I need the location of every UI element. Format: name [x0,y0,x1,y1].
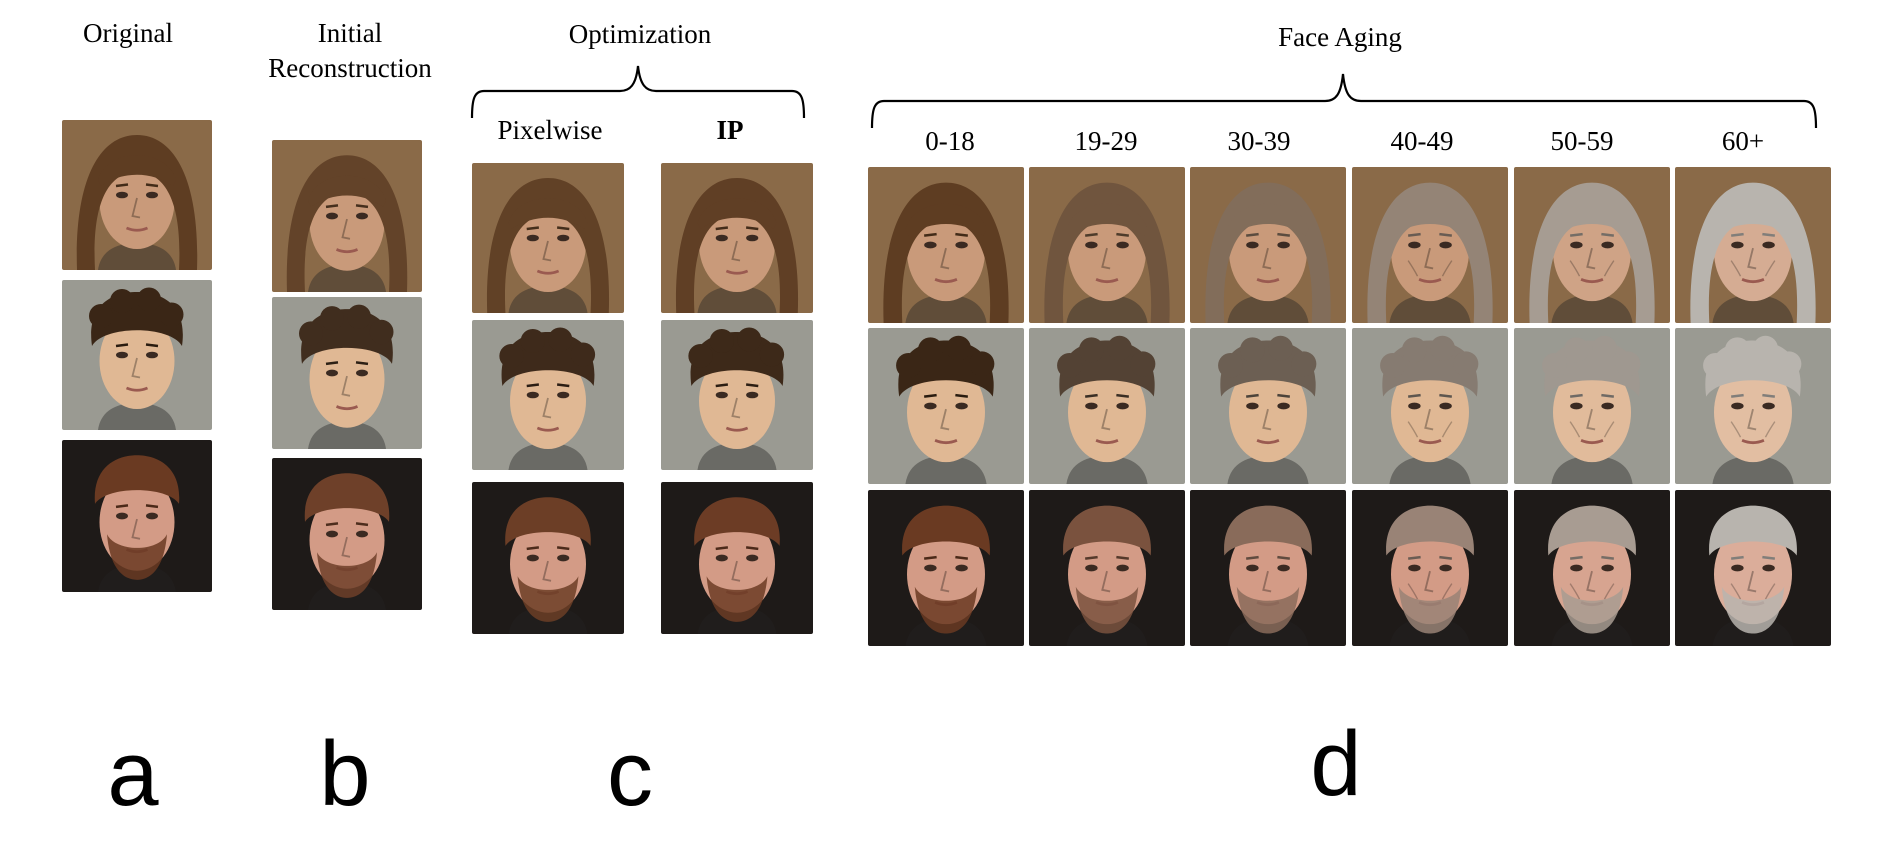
header-initial-line1: Initial [270,16,430,50]
pixelwise-face-2 [472,320,624,470]
face-aging-bracket [870,66,1820,130]
panel-letter-a: a [73,728,193,820]
header-pixelwise: Pixelwise [480,113,620,147]
initial-reconstruction-face-3 [272,458,422,610]
age-label-1: 19-29 [1046,124,1166,158]
initial-reconstruction-face-2 [272,297,422,449]
aged-face-r1-c5 [1514,167,1670,323]
header-ip: IP [695,113,765,147]
aged-face-r3-c5 [1514,490,1670,646]
aged-face-r1-c3 [1190,167,1346,323]
header-face-aging: Face Aging [1240,20,1440,54]
aged-face-r1-c2 [1029,167,1185,323]
header-optimization: Optimization [540,17,740,51]
aged-face-r3-c1 [868,490,1024,646]
age-label-0: 0-18 [890,124,1010,158]
original-face-2 [62,280,212,430]
age-label-4: 50-59 [1522,124,1642,158]
panel-letter-b: b [285,728,405,820]
header-original: Original [68,16,188,50]
panel-letter-c: c [570,728,690,820]
panel-letter-d: d [1276,718,1396,810]
original-face-1 [62,120,212,270]
ip-face-3 [661,482,813,634]
aged-face-r2-c2 [1029,328,1185,484]
aged-face-r2-c1 [868,328,1024,484]
aged-face-r2-c5 [1514,328,1670,484]
header-initial-line2: Reconstruction [255,51,445,85]
aged-face-r3-c4 [1352,490,1508,646]
ip-face-1 [661,163,813,313]
pixelwise-face-3 [472,482,624,634]
aged-face-r3-c2 [1029,490,1185,646]
aged-face-r3-c3 [1190,490,1346,646]
optimization-bracket [470,60,806,120]
aged-face-r2-c6 [1675,328,1831,484]
aged-face-r2-c4 [1352,328,1508,484]
initial-reconstruction-face-1 [272,140,422,292]
aged-face-r2-c3 [1190,328,1346,484]
aged-face-r1-c1 [868,167,1024,323]
ip-face-2 [661,320,813,470]
original-face-3 [62,440,212,592]
aged-face-r1-c4 [1352,167,1508,323]
age-label-3: 40-49 [1362,124,1482,158]
pixelwise-face-1 [472,163,624,313]
age-label-5: 60+ [1683,124,1803,158]
aged-face-r1-c6 [1675,167,1831,323]
age-label-2: 30-39 [1199,124,1319,158]
aged-face-r3-c6 [1675,490,1831,646]
